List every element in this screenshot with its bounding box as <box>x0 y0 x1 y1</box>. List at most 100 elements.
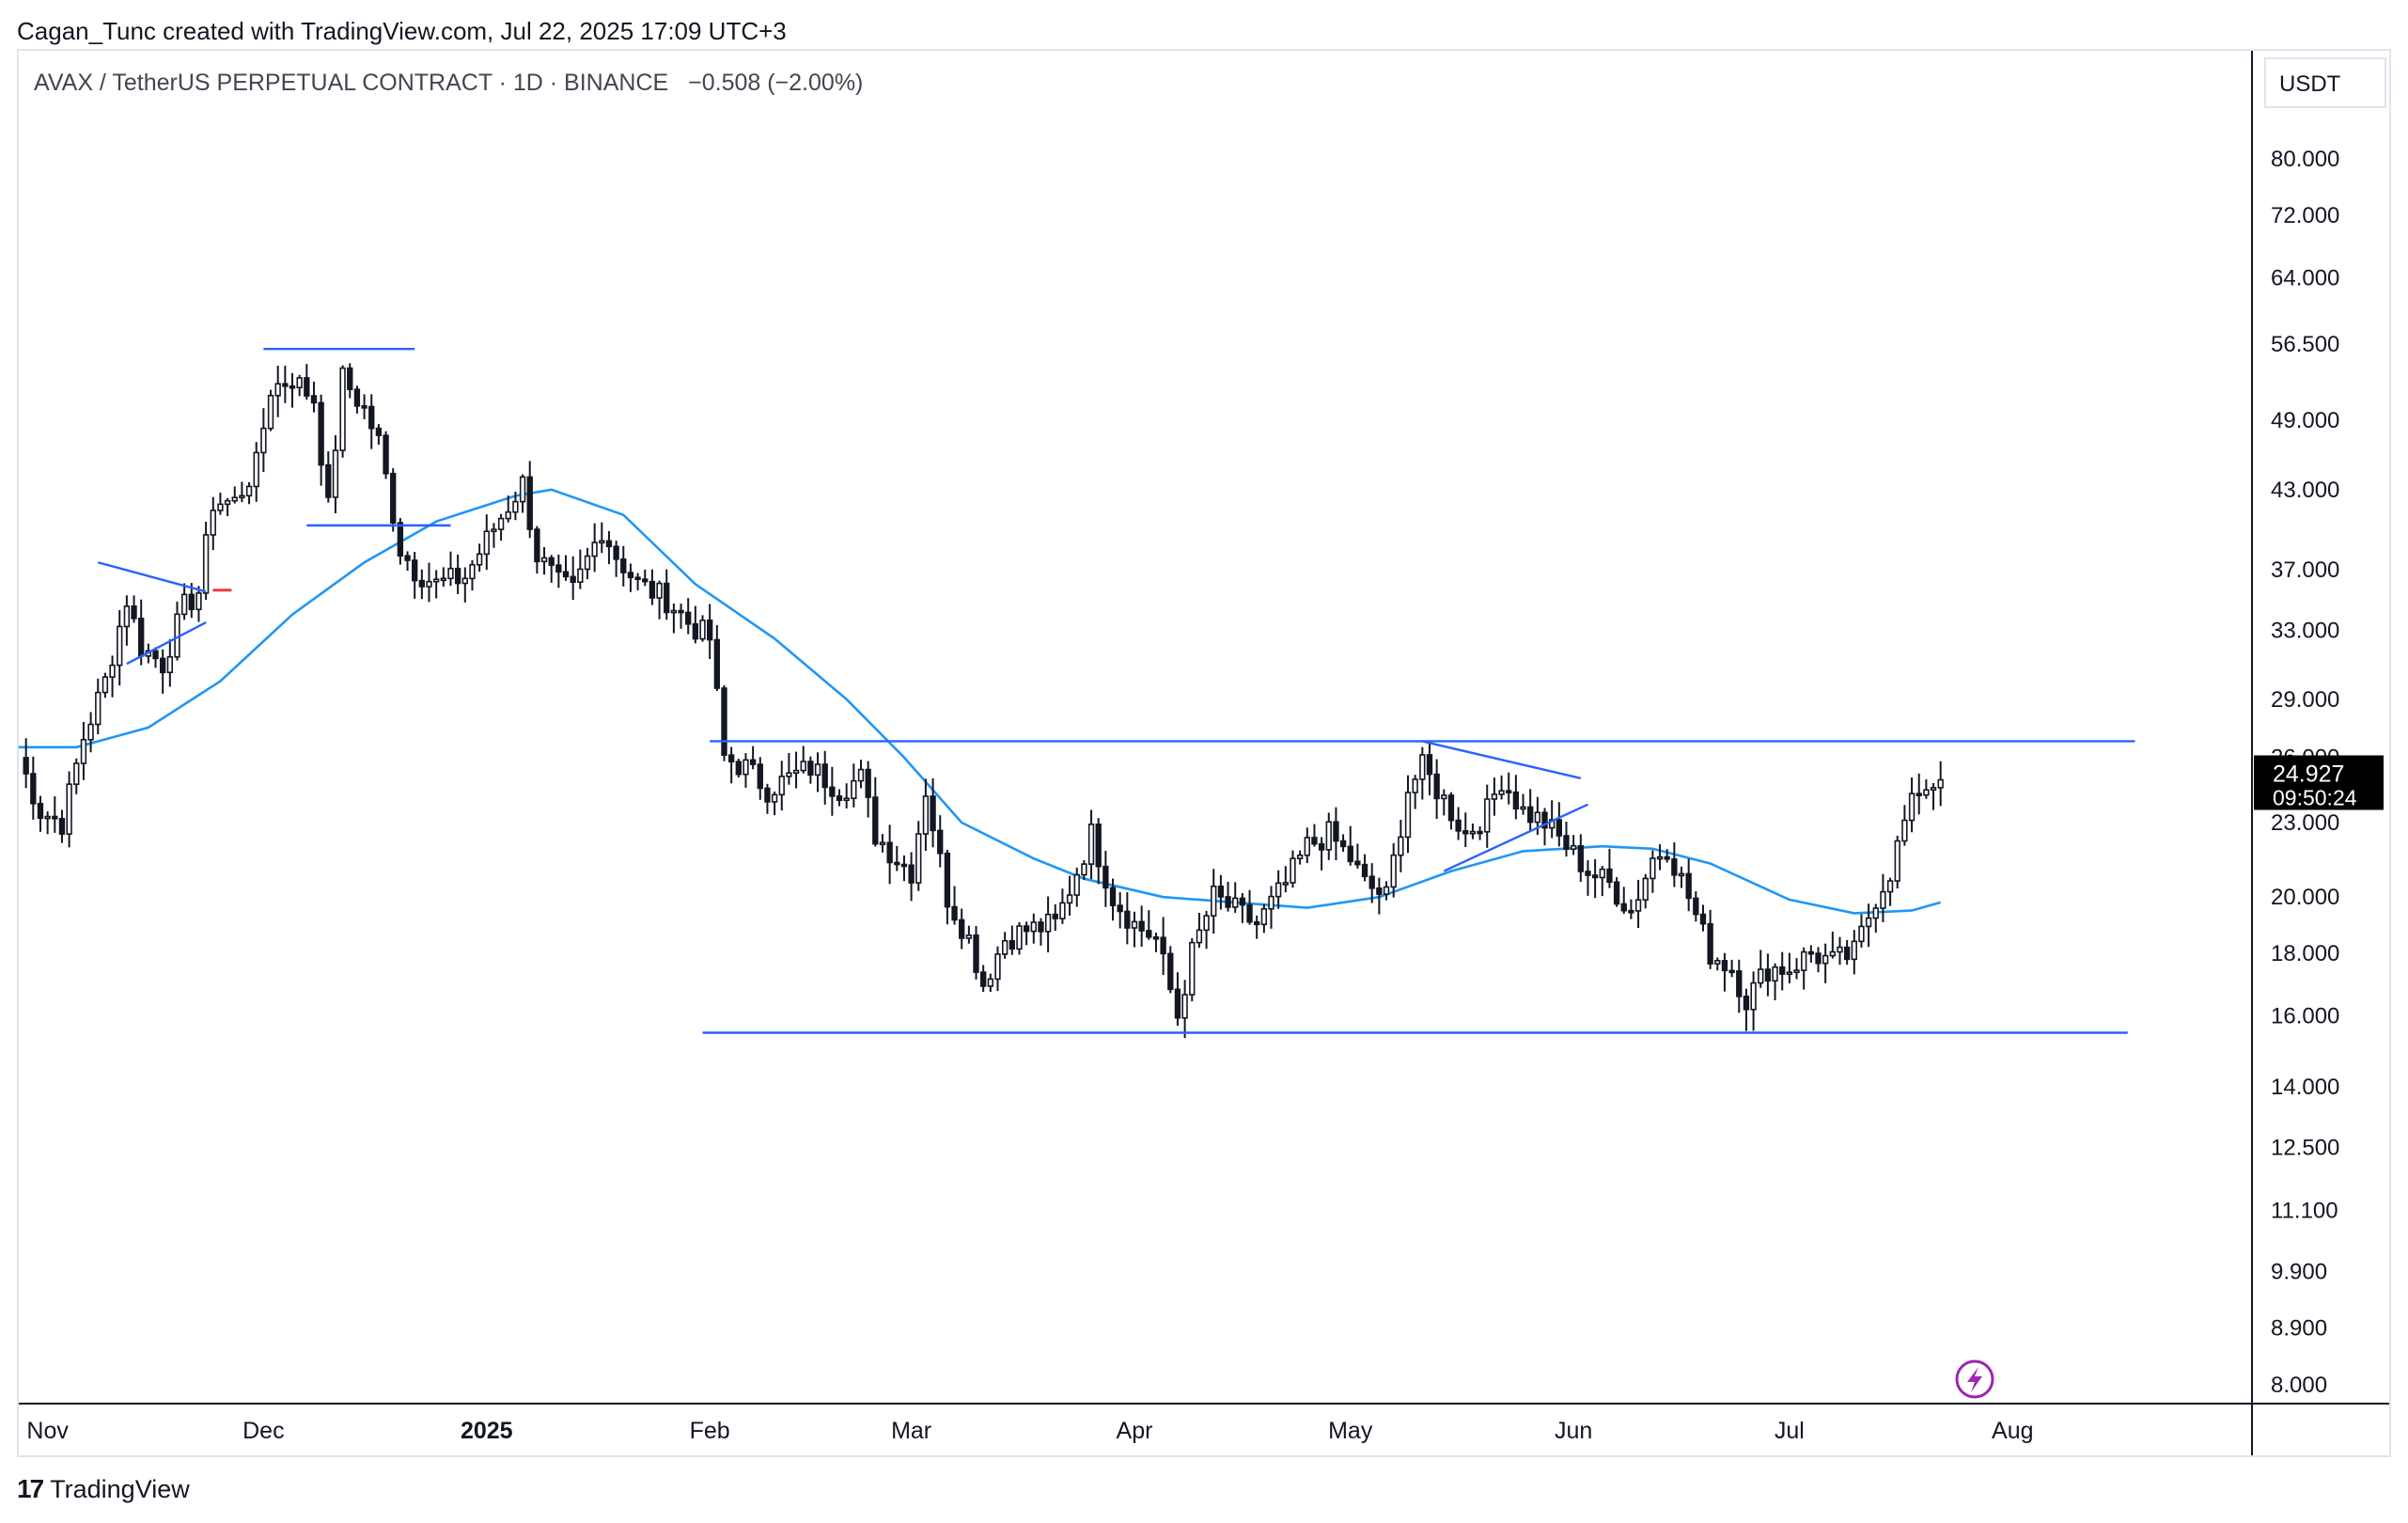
candle-body <box>965 934 973 939</box>
candle <box>239 481 245 503</box>
candle <box>109 655 116 698</box>
candle-body <box>123 605 131 628</box>
candle-body <box>678 609 684 614</box>
candle-body <box>318 401 324 466</box>
candle <box>304 364 310 400</box>
currency-box[interactable] <box>2264 57 2386 108</box>
candle-body <box>1714 960 1721 965</box>
candle-body <box>1138 920 1145 932</box>
trendline-drawing <box>1422 740 1582 779</box>
candle-body <box>951 905 958 921</box>
candle <box>1851 930 1857 975</box>
time-tick-label: May <box>1328 1418 1373 1444</box>
tradingview-logo[interactable]: 17 TradingView <box>17 1474 190 1504</box>
candle-body <box>1822 954 1829 965</box>
candle-body <box>260 427 267 454</box>
price-tick-label: 64.000 <box>2271 266 2339 291</box>
candle-body <box>1383 886 1390 895</box>
candle-body <box>713 638 721 689</box>
trendline-drawing <box>126 621 207 666</box>
time-tick-label: Jun <box>1555 1418 1592 1444</box>
candle <box>649 569 656 605</box>
candle-body <box>253 451 259 488</box>
candle <box>879 834 886 853</box>
candle <box>1383 881 1390 901</box>
candle <box>656 580 663 620</box>
candle <box>1865 903 1872 948</box>
candle-body <box>807 761 814 777</box>
candle-body <box>483 530 490 556</box>
candle <box>994 946 1001 992</box>
candle <box>1398 819 1404 872</box>
candle-body <box>418 579 426 588</box>
candle <box>274 366 281 417</box>
candle-body <box>584 555 591 571</box>
candle <box>792 751 800 789</box>
candle <box>1404 775 1412 854</box>
candle-body <box>591 542 598 557</box>
time-tick-label: Mar <box>891 1418 931 1444</box>
candle-body <box>980 971 987 987</box>
candle-body <box>555 564 562 573</box>
candle-body <box>1196 929 1203 944</box>
candle-body <box>1664 856 1670 860</box>
candle-body <box>1109 887 1117 906</box>
candle <box>1908 777 1915 833</box>
candle-body <box>159 657 166 674</box>
candle <box>1181 980 1188 1039</box>
candle-body <box>707 620 713 641</box>
symbol-legend[interactable]: AVAX / TetherUS PERPETUAL CONTRACT · 1D … <box>34 70 863 97</box>
candle-body <box>512 500 519 513</box>
candle <box>757 757 763 800</box>
candle <box>1707 909 1713 969</box>
candle <box>1829 931 1837 959</box>
candle-body <box>217 503 224 511</box>
candle <box>202 521 210 601</box>
candle-body <box>1117 904 1123 913</box>
candle-body <box>1081 863 1087 876</box>
candle-body <box>1606 868 1613 884</box>
last-price-badge <box>2254 755 2384 810</box>
candle-body <box>347 367 353 390</box>
candle <box>778 761 785 811</box>
candle-body <box>353 388 361 407</box>
candle-body <box>1779 966 1786 975</box>
candle <box>1038 918 1044 946</box>
candle-body <box>1073 873 1080 896</box>
candle-body <box>1152 935 1160 940</box>
candle <box>764 783 771 814</box>
candle-body <box>814 763 821 777</box>
candle <box>1886 877 1894 906</box>
candle <box>1124 892 1131 945</box>
candle <box>245 481 253 505</box>
time-tick-label: Apr <box>1117 1418 1153 1444</box>
candle <box>699 615 706 642</box>
candle-body <box>1506 790 1512 793</box>
candle-body <box>664 582 670 614</box>
candle <box>1620 887 1627 915</box>
candle <box>1671 842 1678 887</box>
candle-body <box>1671 857 1678 876</box>
candle-body <box>1254 920 1260 926</box>
candle-body <box>1131 920 1138 929</box>
candle <box>1822 943 1829 983</box>
candle <box>253 442 259 502</box>
candle <box>180 583 188 620</box>
candle-body <box>80 738 87 764</box>
candle <box>851 763 857 808</box>
candle <box>375 424 383 446</box>
candle <box>58 809 66 843</box>
candle-body <box>656 582 663 599</box>
candle-body <box>52 815 58 820</box>
candle-body <box>1628 909 1634 914</box>
candle-body <box>188 593 195 611</box>
lightning-icon[interactable] <box>1955 1359 1994 1399</box>
candle-body <box>1412 778 1418 793</box>
candle-body <box>727 754 735 762</box>
trendline-drawing <box>1443 803 1588 872</box>
candle-body <box>937 829 944 855</box>
candle <box>1527 789 1534 831</box>
candle <box>678 604 684 629</box>
time-tick-label: Dec <box>242 1418 284 1444</box>
